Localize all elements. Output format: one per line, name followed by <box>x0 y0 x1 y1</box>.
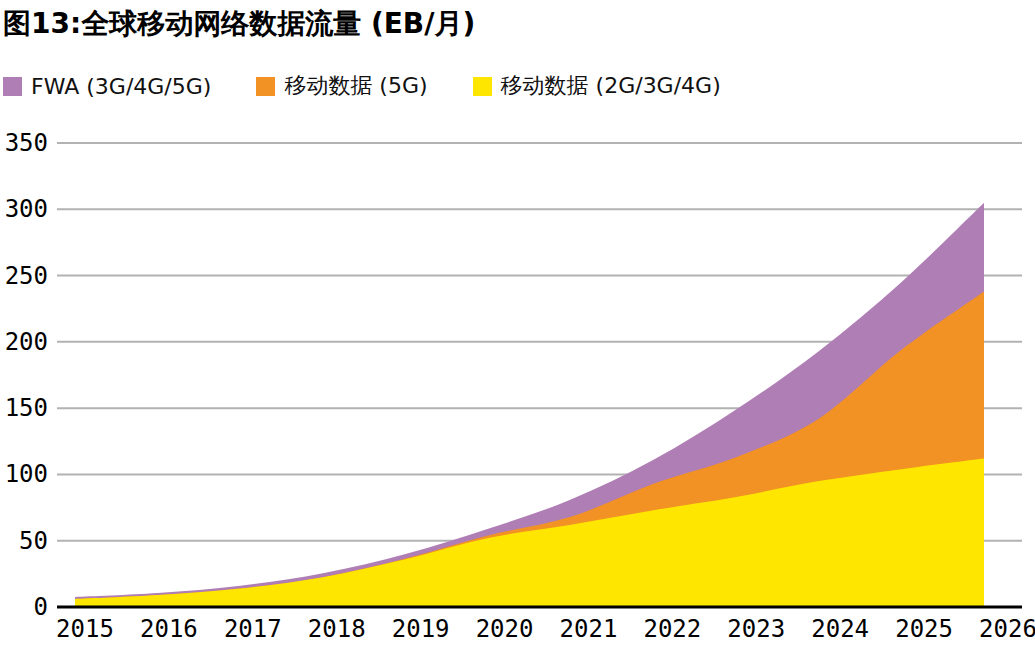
x-tick-label: 2015 <box>56 615 114 643</box>
y-tick-label: 50 <box>0 527 48 555</box>
x-tick-label: 2019 <box>392 615 450 643</box>
y-tick-label: 350 <box>0 129 48 157</box>
chart-svg <box>57 130 1022 612</box>
x-tick-label: 2021 <box>560 615 618 643</box>
area-mobile-2g3g4g <box>75 459 984 607</box>
y-tick-label: 200 <box>0 328 48 356</box>
x-tick-label: 2026 <box>979 615 1035 643</box>
y-tick-label: 0 <box>0 593 48 621</box>
x-tick-label: 2022 <box>643 615 701 643</box>
x-tick-label: 2024 <box>811 615 869 643</box>
x-tick-label: 2025 <box>895 615 953 643</box>
x-tick-label: 2016 <box>140 615 198 643</box>
figure-13-container: 图13:全球移动网络数据流量 (EB/月) FWA (3G/4G/5G) 移动数… <box>0 0 1035 649</box>
y-tick-label: 100 <box>0 460 48 488</box>
x-tick-label: 2023 <box>727 615 785 643</box>
x-tick-label: 2017 <box>224 615 282 643</box>
y-tick-label: 300 <box>0 195 48 223</box>
x-tick-label: 2020 <box>476 615 534 643</box>
y-tick-label: 250 <box>0 262 48 290</box>
y-tick-label: 150 <box>0 394 48 422</box>
stacked-area-chart: 350 300 250 200 150 100 50 0 2015 2016 2017 2018 20… <box>0 0 1035 649</box>
x-tick-label: 2018 <box>308 615 366 643</box>
